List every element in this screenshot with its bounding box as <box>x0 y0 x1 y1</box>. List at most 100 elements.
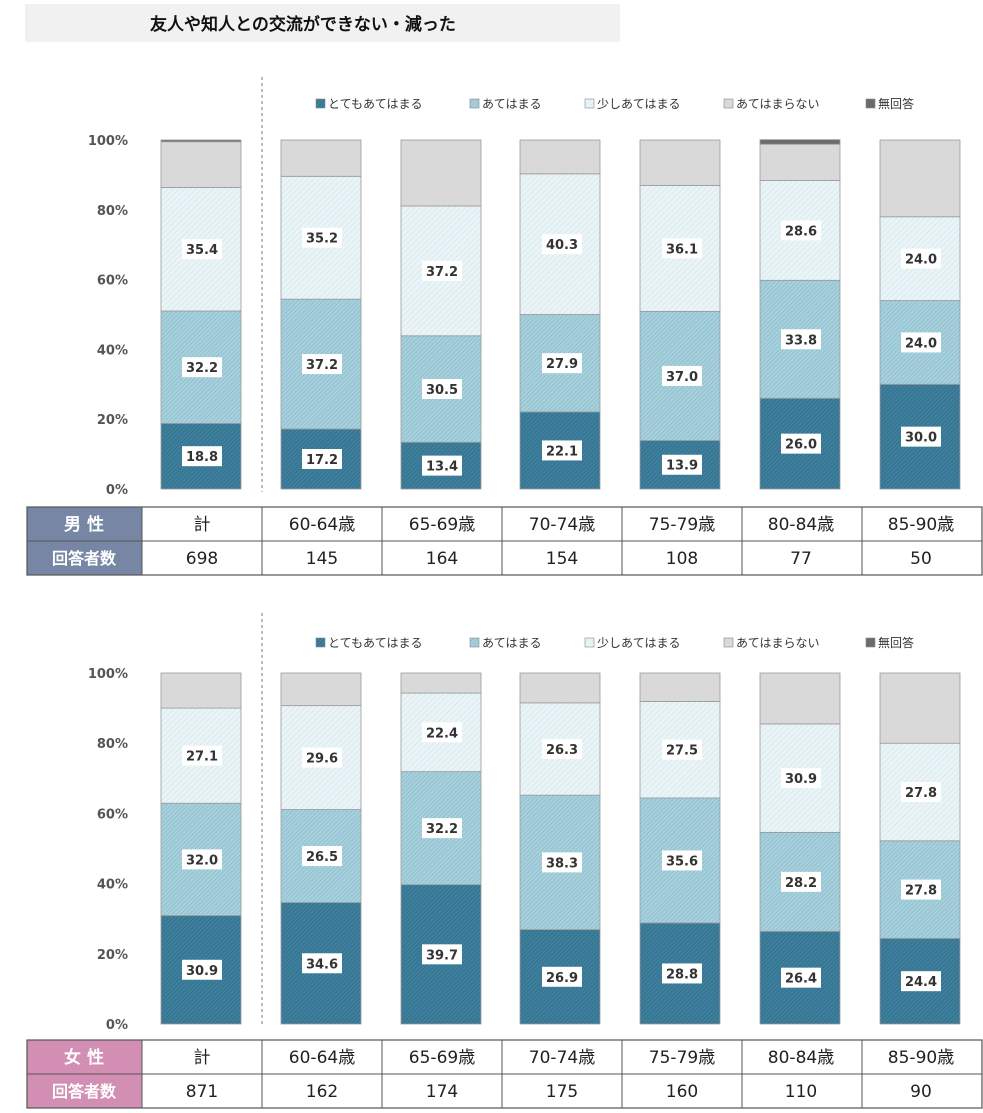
legend-swatch <box>865 637 876 648</box>
table-category: 85-90歳 <box>888 515 954 535</box>
table-header-label: 女 性 <box>64 1047 104 1068</box>
data-label: 29.6 <box>306 752 338 767</box>
legend-label: あてはまらない <box>736 97 820 111</box>
data-label-box <box>662 739 702 760</box>
data-label-box <box>781 220 821 241</box>
data-label: 22.4 <box>426 726 458 741</box>
table-count: 154 <box>546 549 578 569</box>
y-tick-label: 80% <box>97 204 128 219</box>
y-tick-label: 100% <box>88 134 128 149</box>
legend-swatch <box>469 637 480 648</box>
legend-label: あてはまる <box>482 97 542 111</box>
legend-swatch <box>315 98 326 109</box>
data-label-box <box>781 433 821 454</box>
bar-not <box>160 672 242 709</box>
data-label-box <box>901 971 941 992</box>
legend-label: とてもあてはまる <box>328 636 423 650</box>
data-label: 24.0 <box>905 253 937 268</box>
table-rowlabel-cell <box>27 541 142 575</box>
data-label: 27.1 <box>186 750 218 765</box>
bar-not <box>280 139 362 177</box>
data-label-box <box>182 357 222 378</box>
data-label-box <box>182 745 222 766</box>
data-label: 28.6 <box>785 224 817 239</box>
data-label: 27.8 <box>905 786 937 801</box>
legend-swatch <box>315 637 326 648</box>
table-count: 164 <box>426 549 458 569</box>
table-category: 75-79歳 <box>649 1048 715 1068</box>
bar-not <box>759 143 841 181</box>
data-label-box <box>302 846 342 867</box>
bar-not <box>639 672 721 702</box>
data-label: 24.4 <box>905 975 937 990</box>
data-label-box <box>781 768 821 789</box>
data-label-box <box>901 248 941 269</box>
data-label-box <box>182 849 222 870</box>
data-label: 37.2 <box>306 358 338 373</box>
data-label-box <box>422 455 462 476</box>
y-tick-label: 100% <box>88 667 128 682</box>
data-label-box <box>182 239 222 260</box>
table-count: 77 <box>790 549 812 569</box>
data-label-box <box>182 446 222 467</box>
data-label: 36.1 <box>666 242 698 257</box>
data-label: 30.9 <box>785 772 817 787</box>
legend-label: 少しあてはまる <box>597 97 681 111</box>
data-label: 13.9 <box>666 459 698 474</box>
data-label-box <box>542 738 582 759</box>
data-label-box <box>422 722 462 743</box>
data-label: 26.3 <box>546 743 578 758</box>
bar-noanswer <box>759 139 841 145</box>
data-label: 28.2 <box>785 876 817 891</box>
table-category: 70-74歳 <box>529 1048 595 1068</box>
table-count: 162 <box>306 1082 338 1102</box>
y-tick-label: 0% <box>106 1018 128 1033</box>
table-category: 計 <box>194 1048 211 1068</box>
table-count: 145 <box>306 549 338 569</box>
data-label: 38.3 <box>546 856 578 871</box>
legend-label: とてもあてはまる <box>328 97 423 111</box>
data-label: 18.8 <box>186 450 218 465</box>
y-tick-label: 40% <box>97 878 128 893</box>
title-bar <box>25 4 620 42</box>
table-count: 175 <box>546 1082 578 1102</box>
legend-swatch <box>723 98 734 109</box>
data-label-box <box>542 234 582 255</box>
table-category: 60-64歳 <box>289 515 355 535</box>
data-label-box <box>662 850 702 871</box>
bar-applies <box>160 310 242 424</box>
table-header-cell <box>27 1040 142 1074</box>
data-label-box <box>662 365 702 386</box>
data-label-box <box>901 879 941 900</box>
data-label: 26.0 <box>785 438 817 453</box>
data-label-box <box>781 329 821 350</box>
legend-label: あてはまる <box>482 636 542 650</box>
data-label-box <box>901 426 941 447</box>
data-label: 32.2 <box>426 822 458 837</box>
data-label: 30.5 <box>426 383 458 398</box>
data-label-box <box>901 781 941 802</box>
y-tick-label: 60% <box>97 807 128 822</box>
table-category: 75-79歳 <box>649 515 715 535</box>
y-tick-label: 40% <box>97 343 128 358</box>
data-label-box <box>542 852 582 873</box>
table-row-label: 回答者数 <box>52 1082 117 1101</box>
chart-panel-0: 0% 20% 40% 60% 80% 100% とてもあてはまる あてはまる 少しあてはまる あて… <box>26 77 983 576</box>
data-label-box <box>302 747 342 768</box>
table-count: 160 <box>666 1082 698 1102</box>
data-label: 26.9 <box>546 971 578 986</box>
table-category: 60-64歳 <box>289 1048 355 1068</box>
data-label-box <box>781 967 821 988</box>
table-category: 80-84歳 <box>768 515 834 535</box>
bar-not <box>519 139 601 175</box>
data-label: 22.1 <box>546 444 578 459</box>
data-label-box <box>662 963 702 984</box>
data-label-box <box>182 959 222 980</box>
table-category: 65-69歳 <box>409 1048 475 1068</box>
data-label-box <box>302 354 342 375</box>
data-label: 39.7 <box>426 948 458 963</box>
table-count: 174 <box>426 1082 458 1102</box>
data-label: 27.8 <box>905 884 937 899</box>
legend-swatch <box>469 98 480 109</box>
